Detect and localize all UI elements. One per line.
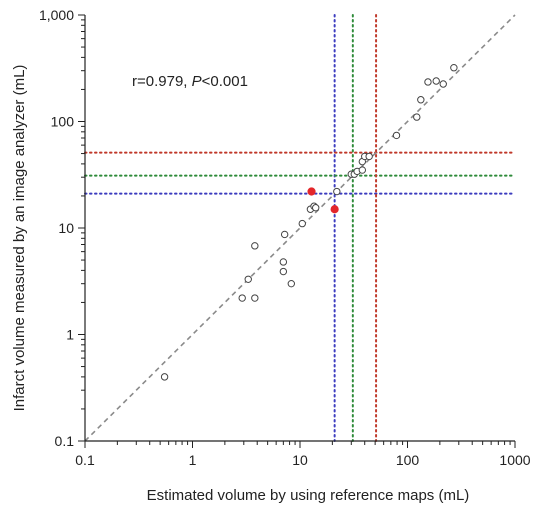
x-axis-title: Estimated volume by using reference maps… [147, 487, 470, 504]
data-point [358, 166, 367, 174]
data-point [279, 258, 288, 266]
data-point [238, 294, 246, 302]
x-tick-label: 1 [189, 452, 197, 468]
correlation-annotation: r=0.979, P<0.001 [132, 73, 248, 90]
highlighted-data-point [330, 205, 339, 214]
data-point [424, 78, 432, 86]
data-point [251, 242, 259, 250]
reference-lines [84, 14, 516, 442]
data-point [392, 131, 401, 140]
data-point [432, 77, 440, 85]
data-point [251, 294, 259, 302]
x-tick-label: 10 [292, 452, 308, 468]
y-tick-label: 1 [66, 327, 74, 343]
annotation-prefix: r=0.979, [132, 73, 192, 90]
x-tick-label: 100 [396, 452, 420, 468]
y-tick-label: 100 [51, 114, 75, 130]
y-axis-title: Infarct volume measured by an image anal… [11, 65, 28, 412]
data-point [365, 152, 373, 161]
data-point [450, 64, 458, 72]
y-tick-label: 10 [58, 220, 74, 236]
data-point [298, 219, 306, 228]
highlighted-data-point [307, 187, 316, 196]
data-point [279, 267, 288, 276]
data-point [287, 279, 296, 288]
tick-marks [78, 14, 516, 448]
data-points [160, 64, 458, 381]
data-point [160, 373, 169, 381]
data-point [244, 275, 252, 283]
tick-labels: 0.1 1 10 100 1000 0.1 1 10 100 1,000 [39, 7, 531, 468]
data-point [439, 80, 447, 88]
y-tick-label: 0.1 [55, 433, 75, 449]
annotation-suffix: <0.001 [202, 73, 248, 90]
y-tick-label: 1,000 [39, 7, 74, 23]
x-tick-label: 0.1 [75, 452, 95, 468]
data-point [417, 96, 425, 104]
data-point [333, 187, 341, 196]
data-point [280, 230, 289, 239]
data-point [413, 113, 421, 121]
x-tick-label: 1000 [499, 452, 530, 468]
annotation-p-symbol: P [192, 73, 202, 90]
data-point [312, 204, 320, 212]
